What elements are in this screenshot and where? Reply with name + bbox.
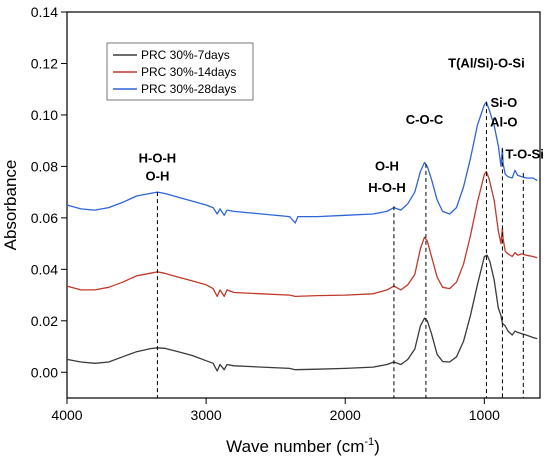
series-line-2 [66,101,538,224]
y-tick-label: 0.06 [31,210,58,226]
x-axis-title: Wave number (cm-1) [226,436,380,456]
y-tick-label: 0.14 [31,4,58,20]
y-tick-label: 0.00 [31,364,58,380]
peak-annotation: T(Al/Si)-O-Si [448,55,525,70]
legend: PRC 30%-7days PRC 30%-14days PRC 30%-28d… [106,42,254,101]
legend-label-28days: PRC 30%-28days [141,82,236,96]
annotations: H-O-H O-H O-H H-O-H C-O-C T(Al/Si)-O-Si Si-O Al… [139,55,544,195]
series-line-1 [66,170,538,298]
peak-annotation: T-O-Si [506,147,544,162]
y-axis: 0.00 0.02 0.04 0.06 0.08 0.10 0.12 0.14 [31,4,67,380]
y-tick-label: 0.08 [31,158,58,174]
x-tick-label: 1000 [469,407,500,423]
y-tick-label: 0.04 [31,261,58,277]
legend-label-7days: PRC 30%-7days [141,48,230,62]
y-tick-label: 0.10 [31,107,58,123]
series-line-0 [66,254,538,372]
x-axis: 4000 3000 2000 1000 [51,398,500,423]
peak-annotation: C-O-C [406,112,444,127]
series-layer [66,101,538,372]
peak-annotation: Al-O [490,115,517,130]
peak-annotation: H-O-H [368,180,406,195]
y-tick-label: 0.12 [31,55,58,71]
y-tick-label: 0.02 [31,313,58,329]
x-tick-label: 3000 [191,407,222,423]
peak-annotation: H-O-H [139,151,177,166]
peak-annotation: O-H [146,169,170,184]
x-tick-label: 2000 [330,407,361,423]
x-tick-label: 4000 [51,407,82,423]
peak-annotation: O-H [375,158,399,173]
dashed-lines [156,102,524,398]
y-axis-title: Absorbance [1,160,20,251]
peak-annotation: Si-O [490,95,517,110]
legend-label-14days: PRC 30%-14days [141,65,236,79]
